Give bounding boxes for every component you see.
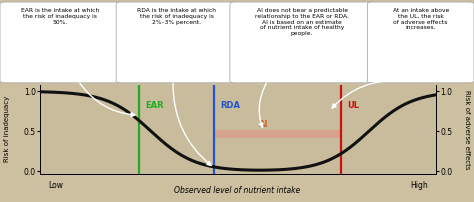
Text: UL: UL xyxy=(347,101,359,110)
Text: Risk of inadequacy: Risk of inadequacy xyxy=(4,96,10,162)
Text: At an intake above
the UL, the risk
of adverse effects
increases.: At an intake above the UL, the risk of a… xyxy=(392,8,449,31)
Text: Risk of adverse effects: Risk of adverse effects xyxy=(464,89,470,169)
Text: EAR is the intake at which
the risk of inadequacy is
50%.: EAR is the intake at which the risk of i… xyxy=(21,8,100,25)
Text: AI does not bear a predictable
relationship to the EAR or RDA.
AI is based on an: AI does not bear a predictable relations… xyxy=(255,8,349,36)
Text: RDA: RDA xyxy=(220,101,240,110)
Text: AI: AI xyxy=(259,120,269,129)
Text: High: High xyxy=(410,181,428,190)
Text: Low: Low xyxy=(48,181,63,190)
Text: Observed level of nutrient intake: Observed level of nutrient intake xyxy=(174,186,300,195)
Text: RDA is the intake at which
the risk of inadequacy is
2%–3% percent.: RDA is the intake at which the risk of i… xyxy=(137,8,216,25)
Text: EAR: EAR xyxy=(145,101,164,110)
